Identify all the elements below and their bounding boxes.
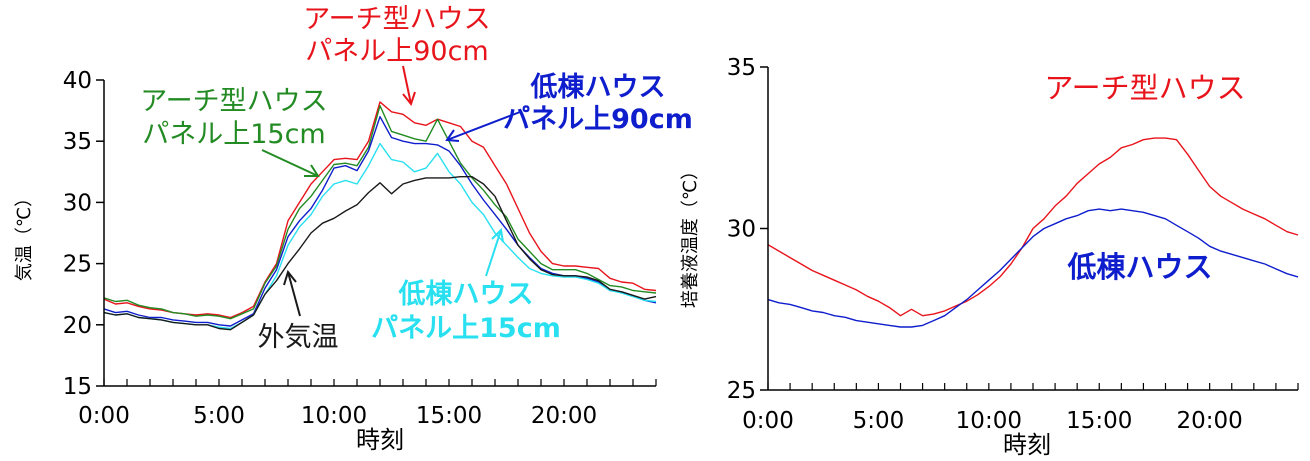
solution-temp-x-tick-label: 0:00: [742, 408, 794, 434]
air-temp-y-tick-label: 25: [63, 252, 92, 278]
annotation-arch-90cm-line2: パネル上90cm: [305, 36, 489, 67]
annotation-arch-90cm-line1: アーチ型ハウス: [303, 4, 490, 35]
solution-temp-y-tick-label: 35: [727, 55, 756, 81]
annotation-arch-15cm-line1: アーチ型ハウス: [140, 86, 327, 117]
air-temp-x-tick-label: 10:00: [301, 403, 367, 429]
solution-temp-xlabel: 時刻: [1003, 431, 1051, 459]
air-temp-series-line-1: [103, 104, 657, 320]
air-temp-series-line-0: [103, 101, 657, 319]
arrow-low-15cm: [485, 227, 504, 277]
air-temp-ylabel: 気温（℃）: [14, 189, 35, 281]
solution-temp-x-tick-label: 5:00: [853, 408, 905, 434]
annotation-arch-15cm-line2: パネル上15cm: [142, 119, 326, 150]
annotation-arch-house: アーチ型ハウス: [1044, 71, 1245, 105]
air-temp-x-tick-label: 0:00: [78, 403, 130, 429]
annotation-low-90cm-line2: パネル上90cm: [503, 104, 693, 135]
air-temp-y-tick-label: 30: [63, 190, 92, 216]
air-temp-y-tick-label: 20: [63, 313, 92, 339]
air-temp-series-line-3: [103, 142, 657, 330]
solution-temp-x-tick-label: 20:00: [1177, 408, 1243, 434]
annotation-low-15cm-line2: パネル上15cm: [371, 313, 561, 344]
air-temp-y-tick-label: 15: [63, 374, 92, 400]
solution-temp-ylabel: 培養液温度（℃）: [680, 162, 701, 308]
annotation-outside-air: 外気温: [258, 322, 339, 353]
air-temp-x-tick-label: 20:00: [531, 403, 597, 429]
air-temp-x-tick-label: 15:00: [416, 403, 482, 429]
annotation-low-15cm-line1: 低棟ハウス: [398, 279, 534, 310]
air-temp-x-tick-label: 5:00: [193, 403, 245, 429]
arrow-arch-90cm: [402, 65, 416, 107]
solution-temp-x-tick-label: 10:00: [956, 408, 1022, 434]
annotation-low-house: 低棟ハウス: [1066, 250, 1212, 284]
arrow-low-90cm: [445, 111, 521, 142]
solution-temp-x-tick-label: 15:00: [1066, 408, 1132, 434]
air-temp-y-tick-label: 35: [63, 129, 92, 155]
arrow-arch-15cm: [261, 149, 320, 177]
solution-temp-series-line-1: [767, 208, 1299, 328]
air-temperature-chart: 15 20 25 30 35 40 0:00 5:00 10:00 15:00 20:00 時刻 気…: [14, 4, 693, 454]
arrow-outside-air: [283, 269, 301, 317]
air-temp-series-line-4: [103, 175, 657, 331]
annotation-low-90cm-line1: 低棟ハウス: [530, 72, 666, 103]
solution-temp-y-tick-label: 25: [727, 378, 756, 404]
air-temp-y-tick-label: 40: [63, 68, 92, 94]
solution-temperature-chart: 25 30 35 0:00 5:00 10:00 15:00 20:00 時刻 培養液温度（℃…: [680, 55, 1299, 459]
air-temp-xlabel: 時刻: [356, 426, 404, 454]
solution-temp-series-line-0: [767, 137, 1299, 317]
solution-temp-y-tick-label: 30: [727, 217, 756, 243]
